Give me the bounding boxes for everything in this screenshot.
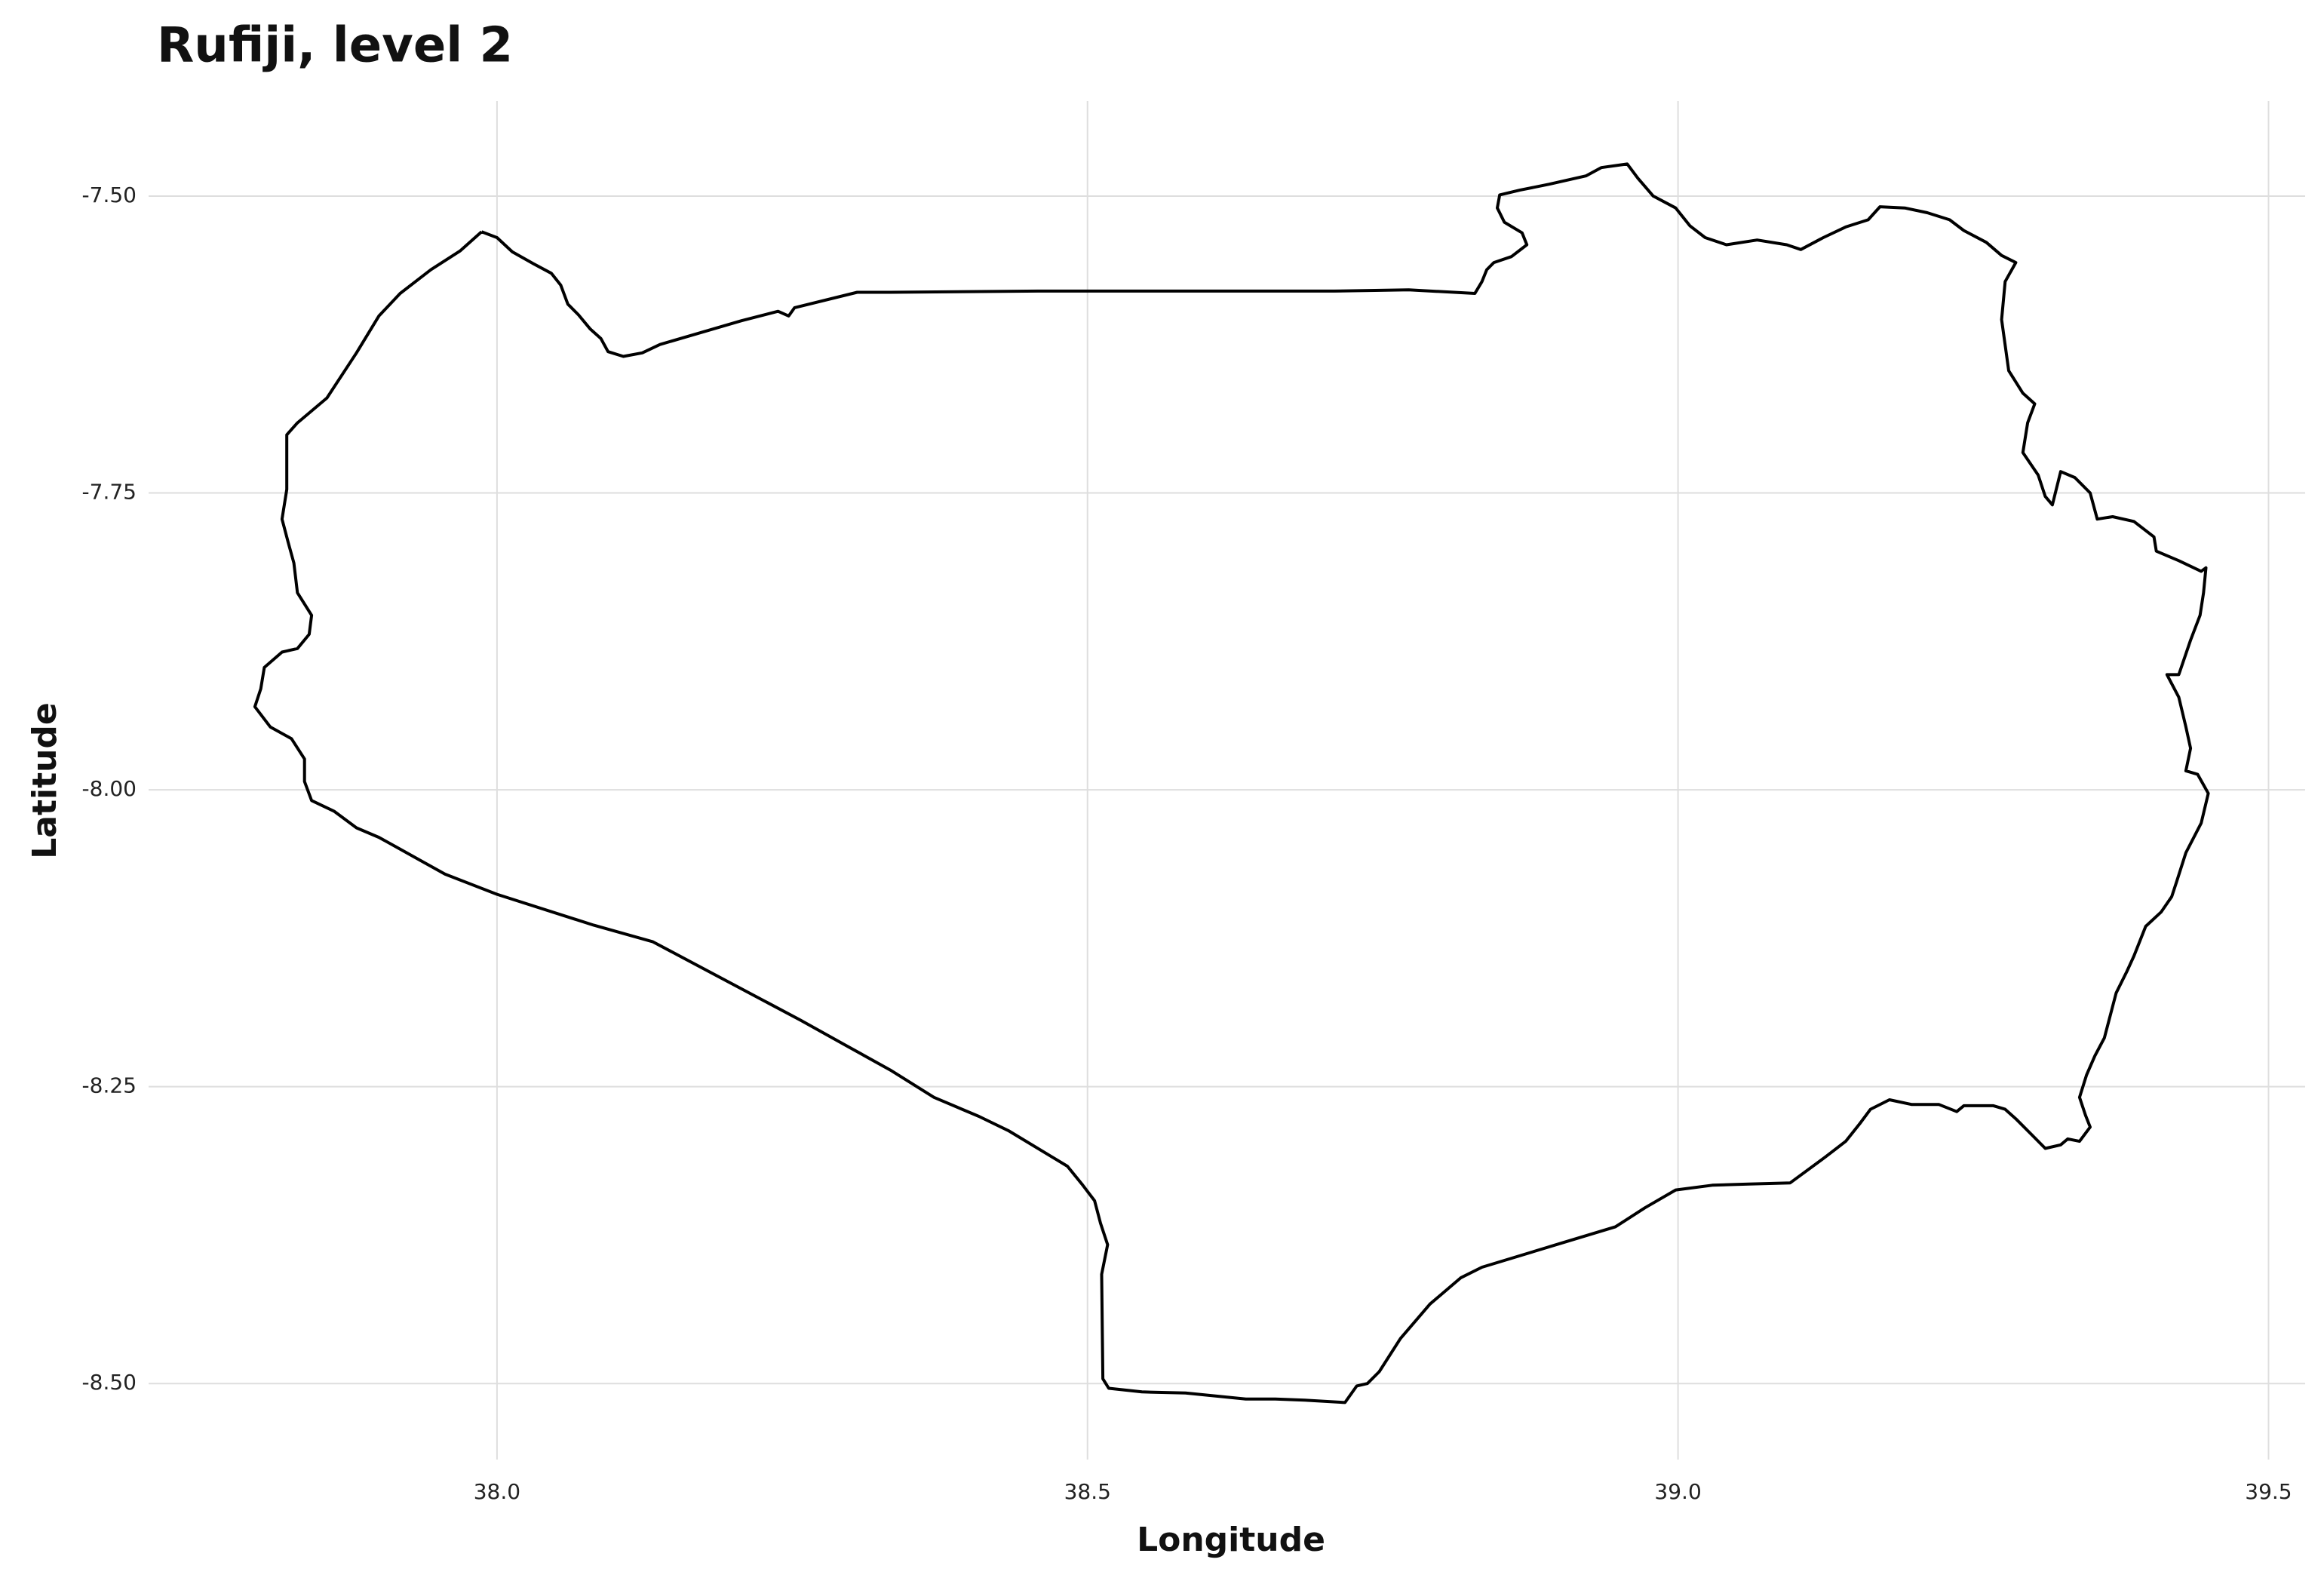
x-tick-label: 38.0 <box>474 1479 520 1504</box>
y-tick-label: -8.50 <box>82 1370 137 1395</box>
x-tick-label: 39.0 <box>1654 1479 1701 1504</box>
region-outline <box>253 162 2210 1404</box>
y-tick-label: -7.75 <box>82 480 137 505</box>
x-tick-label: 38.5 <box>1064 1479 1111 1504</box>
x-tick-label: 39.5 <box>2245 1479 2292 1504</box>
y-tick-label: -7.50 <box>82 183 137 207</box>
y-tick-label: -8.00 <box>82 776 137 801</box>
y-axis-title: Latitude <box>26 702 64 859</box>
y-tick-label: -8.25 <box>82 1073 137 1098</box>
x-axis-title: Longitude <box>1137 1521 1325 1559</box>
chart-title: Rufiji, level 2 <box>157 18 513 74</box>
